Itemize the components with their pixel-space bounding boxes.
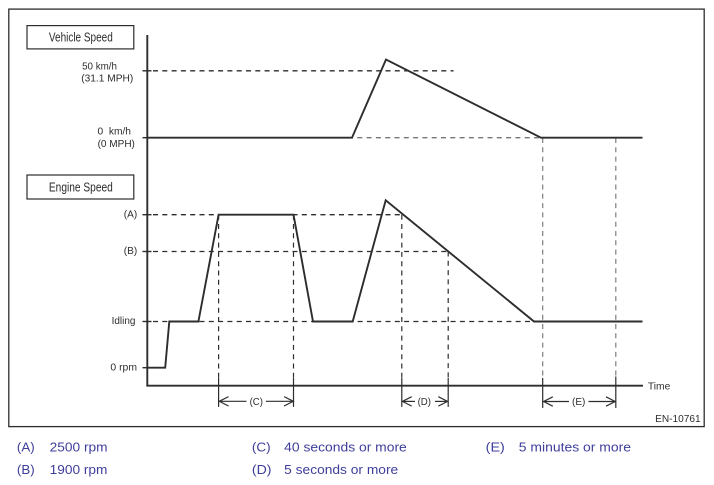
svg-text:Time: Time xyxy=(648,380,671,392)
svg-text:Vehicle Speed: Vehicle Speed xyxy=(49,31,113,45)
svg-text:0 rpm: 0 rpm xyxy=(110,362,137,374)
svg-text:40 seconds or more: 40 seconds or more xyxy=(284,440,407,455)
svg-text:(A): (A) xyxy=(17,440,35,455)
svg-text:(E): (E) xyxy=(572,396,585,408)
svg-text:(C): (C) xyxy=(250,396,263,408)
svg-text:5 minutes or more: 5 minutes or more xyxy=(519,440,631,455)
svg-text:5 seconds or more: 5 seconds or more xyxy=(284,462,398,477)
svg-text:(E): (E) xyxy=(486,440,505,455)
svg-text:50 km/h: 50 km/h xyxy=(82,60,117,72)
svg-text:(D): (D) xyxy=(252,462,272,477)
svg-text:2500 rpm: 2500 rpm xyxy=(50,440,108,455)
svg-text:(0 MPH): (0 MPH) xyxy=(98,138,135,150)
svg-text:1900 rpm: 1900 rpm xyxy=(50,462,108,477)
svg-text:Idling: Idling xyxy=(112,315,136,327)
svg-text:(A): (A) xyxy=(124,208,137,220)
svg-text:(B): (B) xyxy=(124,245,137,257)
svg-text:(D): (D) xyxy=(418,396,431,408)
svg-text:0 km/h: 0 km/h xyxy=(98,126,132,138)
svg-text:(B): (B) xyxy=(17,462,35,477)
svg-text:EN-10761: EN-10761 xyxy=(655,413,701,425)
svg-text:(C): (C) xyxy=(252,440,271,455)
svg-text:Engine Speed: Engine Speed xyxy=(49,180,113,194)
svg-text:(31.1 MPH): (31.1 MPH) xyxy=(81,72,133,84)
